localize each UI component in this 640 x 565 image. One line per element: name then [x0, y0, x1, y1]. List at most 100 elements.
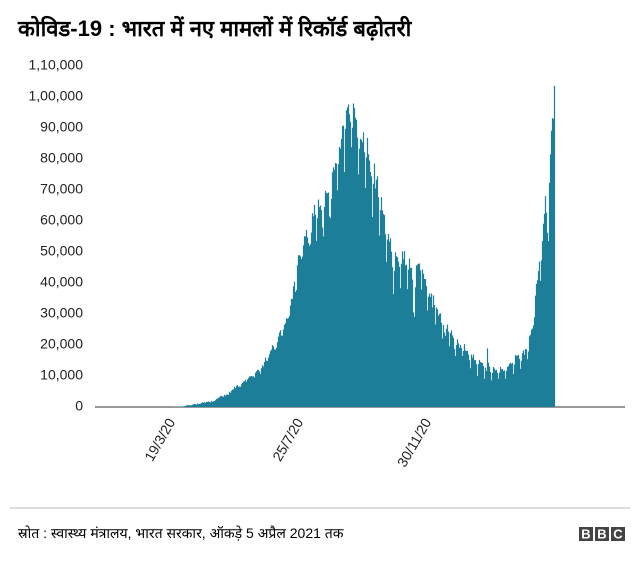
chart-title: कोविड-19 : भारत में नए मामलों में रिकॉर्… [17, 15, 413, 41]
bar [490, 380, 493, 407]
bar [462, 350, 465, 407]
bar [541, 241, 544, 407]
bar [542, 223, 545, 407]
bar [527, 351, 530, 407]
bar [419, 270, 422, 407]
bar [432, 295, 435, 407]
bar [441, 338, 444, 407]
bbc-logo: B B C [579, 526, 625, 541]
bar [468, 360, 471, 407]
bar [549, 154, 552, 407]
bar [295, 290, 298, 407]
y-tick-label: 1,10,000 [29, 57, 84, 73]
bar [505, 371, 508, 407]
bar [473, 360, 476, 407]
y-tick-label: 0 [75, 398, 83, 414]
bar [381, 210, 384, 407]
bar [223, 394, 226, 407]
bar [522, 350, 525, 407]
bar [501, 368, 504, 407]
bar [345, 110, 348, 407]
bar [286, 318, 289, 407]
bar [359, 138, 362, 407]
bar [455, 345, 458, 407]
bar [447, 331, 450, 407]
bar [222, 396, 225, 407]
bar [431, 307, 434, 407]
bar [378, 235, 381, 407]
bar [245, 381, 248, 407]
bar [186, 404, 189, 407]
bar [274, 349, 277, 407]
bar [220, 395, 223, 407]
bar [538, 261, 541, 407]
bar [404, 265, 407, 407]
bar [469, 368, 472, 407]
bar [410, 267, 413, 407]
bar [374, 188, 377, 407]
bar [398, 266, 401, 407]
bar [281, 335, 284, 407]
bar [428, 293, 431, 407]
bar [536, 280, 539, 407]
bar [327, 192, 330, 407]
bar [311, 213, 314, 407]
bar [379, 210, 382, 407]
bar [430, 293, 433, 407]
bar [360, 140, 363, 407]
bar [385, 261, 388, 407]
y-tick-label: 70,000 [40, 181, 83, 197]
bar [498, 372, 501, 407]
bar [367, 154, 370, 407]
bar [497, 378, 500, 407]
bar [192, 404, 195, 407]
bar [259, 373, 262, 407]
bar [478, 359, 481, 407]
bar [532, 325, 535, 407]
bar [234, 388, 237, 407]
bar [547, 241, 550, 407]
bar [244, 379, 247, 407]
bar [207, 401, 210, 407]
bar [316, 218, 319, 407]
bar [313, 204, 316, 407]
bar [217, 397, 220, 407]
bar [219, 396, 222, 407]
bar [240, 384, 243, 407]
logo-box [595, 527, 609, 541]
bar [512, 374, 515, 407]
bar [293, 281, 296, 407]
bar [503, 370, 506, 407]
bar [236, 384, 239, 407]
bar [458, 347, 461, 407]
bar [309, 244, 312, 407]
bar [471, 357, 474, 407]
bar [193, 403, 196, 407]
bar [543, 213, 546, 407]
bar [229, 393, 232, 407]
bar [422, 273, 425, 407]
bar [539, 280, 542, 407]
bar [545, 212, 548, 407]
bar [540, 260, 543, 407]
bar [330, 198, 333, 407]
bar [215, 398, 218, 407]
bar [510, 363, 513, 407]
bar [348, 114, 351, 408]
bar [476, 376, 479, 407]
bar [203, 402, 206, 407]
bar [221, 396, 224, 407]
bar [414, 287, 417, 407]
bar [509, 362, 512, 407]
bar [488, 366, 491, 407]
bar [250, 376, 253, 407]
bar [437, 315, 440, 407]
bar [211, 401, 214, 407]
bar [201, 402, 204, 407]
bar [464, 350, 467, 407]
bar [436, 309, 439, 407]
y-tick-label: 20,000 [40, 336, 83, 352]
bar [188, 405, 191, 407]
source: स्रोत : स्वास्थ्य मंत्रालय, भारत सरकार, … [18, 525, 344, 541]
bar [364, 188, 367, 407]
